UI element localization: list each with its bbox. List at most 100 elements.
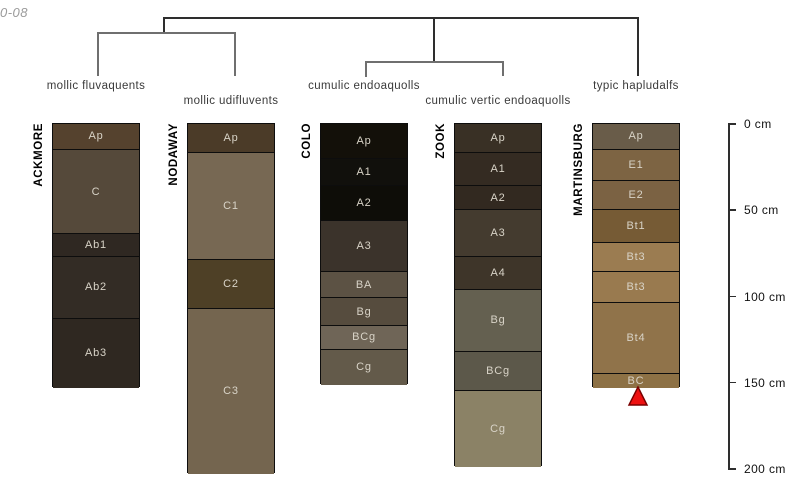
horizon-a1: A1	[455, 153, 541, 187]
horizon-label: C1	[223, 200, 239, 213]
horizon-label: Bt4	[626, 332, 646, 345]
horizon-label: A2	[356, 196, 372, 209]
horizon-label: Bt3	[626, 251, 646, 264]
horizon-label: Ab3	[85, 347, 107, 360]
horizon-ap: Ap	[188, 124, 274, 154]
horizon-bcg: BCg	[455, 351, 541, 392]
soil-column-zook: Ap A1 A2 A3 A4 Bg BCg Cg	[454, 123, 542, 468]
horizon-ab3: Ab3	[53, 318, 139, 388]
horizon-bc: BC	[593, 374, 679, 388]
depth-tick-label: 200 cm	[744, 462, 786, 477]
taxon-label: mollic udifluvents	[183, 95, 279, 107]
horizon-label: A1	[490, 163, 506, 176]
depth-tick	[728, 295, 736, 298]
horizon-bt3: Bt3	[593, 243, 679, 273]
depth-tick	[728, 381, 736, 384]
horizon-label: A3	[356, 240, 372, 252]
horizon-label: C3	[223, 385, 239, 398]
horizon-label: A2	[490, 191, 506, 204]
horizon-bg: Bg	[321, 298, 407, 326]
horizon-bt1: Bt1	[593, 210, 679, 244]
taxon-label: typic hapludalfs	[593, 80, 679, 92]
horizon-cg: Cg	[455, 391, 541, 468]
horizon-ba: BA	[321, 272, 407, 299]
horizon-bt3: Bt3	[593, 272, 679, 304]
horizon-label: Ab1	[85, 239, 107, 252]
depth-tick-label: 150 cm	[744, 375, 786, 390]
column-name-label: ZOOK	[435, 123, 447, 159]
horizon-e2: E2	[593, 180, 679, 211]
horizon-label: BA	[355, 278, 373, 291]
dendrogram-segment	[502, 61, 504, 76]
horizon-c2: C2	[188, 260, 274, 309]
horizon-c: C	[53, 149, 139, 235]
horizon-label: Ap	[88, 130, 104, 143]
horizon-ab2: Ab2	[53, 256, 139, 319]
horizon-c3: C3	[188, 308, 274, 475]
dendrogram-segment	[365, 61, 502, 63]
horizon-label: C2	[223, 277, 239, 290]
horizon-label: A3	[490, 227, 506, 240]
soil-column-nodaway: Ap C1 C2 C3	[187, 123, 275, 475]
horizon-a2: A2	[321, 186, 407, 221]
dendrogram-segment	[365, 61, 367, 77]
horizon-label: Bg	[356, 305, 372, 318]
horizon-a1: A1	[321, 158, 407, 187]
column-name-label: NODAWAY	[168, 123, 180, 186]
horizon-label: E2	[628, 189, 644, 202]
depth-tick	[728, 468, 736, 470]
horizon-e1: E1	[593, 149, 679, 181]
horizon-bcg: BCg	[321, 325, 407, 351]
horizon-label: C	[91, 185, 101, 198]
horizon-ap: Ap	[53, 124, 139, 150]
horizon-label: Cg	[356, 361, 372, 374]
depth-tick-label: 100 cm	[744, 289, 786, 304]
column-name-label: ACKMORE	[33, 123, 45, 187]
dendrogram-segment	[97, 32, 99, 76]
horizon-a3: A3	[321, 220, 407, 273]
horizon-label: A4	[490, 266, 506, 279]
horizon-c1: C1	[188, 153, 274, 261]
horizon-label: BCg	[352, 331, 376, 344]
horizon-bg: Bg	[455, 289, 541, 352]
depth-tick	[728, 123, 736, 125]
soil-column-martinsburg: Ap E1 E2 Bt1 Bt3 Bt3 Bt4 BC	[592, 123, 680, 388]
horizon-label: Cg	[490, 423, 506, 436]
horizon-ap: Ap	[455, 124, 541, 154]
taxon-label: mollic fluvaquents	[46, 80, 146, 92]
dendrogram-segment	[234, 32, 236, 76]
horizon-a3: A3	[455, 210, 541, 257]
horizon-label: Ap	[490, 132, 506, 145]
dendrogram-segment	[163, 17, 637, 19]
column-name-label: MARTINSBURG	[573, 123, 585, 216]
horizon-label: Ab2	[85, 281, 107, 294]
soil-column-ackmore: Ap C Ab1 Ab2 Ab3	[52, 123, 140, 388]
horizon-bt4: Bt4	[593, 303, 679, 375]
horizon-ap: Ap	[593, 124, 679, 150]
horizon-label: BC	[627, 375, 645, 388]
horizon-label: Bt1	[626, 220, 646, 233]
horizon-label: Ap	[356, 134, 372, 147]
marker-triangle-icon	[627, 385, 649, 406]
taxon-label: cumulic endoaquolls	[308, 80, 420, 92]
horizon-a4: A4	[455, 256, 541, 290]
horizon-ap: Ap	[321, 124, 407, 159]
depth-tick-label: 0 cm	[744, 117, 772, 131]
dendrogram-segment	[97, 32, 235, 34]
dendrogram-segment	[433, 17, 435, 61]
horizon-label: E1	[628, 158, 644, 171]
horizon-label: A1	[356, 165, 372, 178]
horizon-cg: Cg	[321, 350, 407, 385]
taxon-label: cumulic vertic endoaquolls	[425, 95, 571, 107]
horizon-label: Bt3	[626, 281, 646, 294]
horizon-label: BCg	[486, 365, 510, 378]
soil-column-colo: Ap A1 A2 A3 BA Bg BCg Cg	[320, 123, 408, 385]
watermark-text: 0-08	[0, 5, 29, 20]
depth-tick	[728, 209, 736, 211]
depth-tick-label: 50 cm	[744, 203, 779, 218]
horizon-ab1: Ab1	[53, 234, 139, 257]
horizon-label: Ap	[628, 130, 644, 143]
column-name-label: COLO	[301, 123, 313, 159]
dendrogram-segment	[163, 17, 165, 32]
